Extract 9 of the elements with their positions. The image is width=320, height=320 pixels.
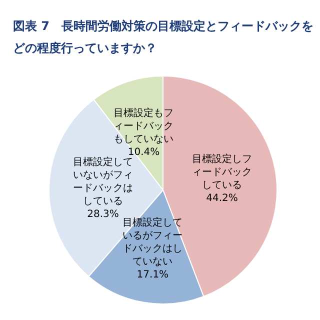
data-label: 44.2% <box>206 193 238 204</box>
data-label: 28.3% <box>87 208 119 220</box>
slice-label: 目標設定していないがフィードバックはしている <box>73 156 134 207</box>
slice-label: 目標設定しフィードバックしている <box>192 153 252 192</box>
data-label: 17.1% <box>136 270 169 281</box>
slice-label: 目標設定しているがフィードバックはしていない <box>122 216 183 268</box>
data-label: 10.4% <box>128 147 160 158</box>
chart-title: 図表 7 長時間労働対策の目標設定とフィードバックをどの程度行っていますか？ <box>13 19 314 55</box>
slice-label: 目標設定もフィードバックもしていない <box>114 107 174 146</box>
